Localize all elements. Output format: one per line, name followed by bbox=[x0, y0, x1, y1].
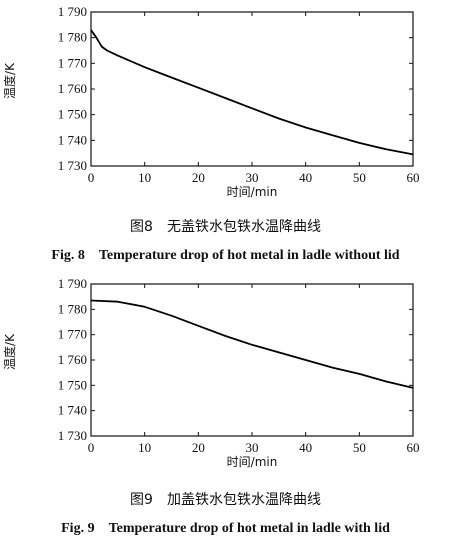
temperature-series-line-0 bbox=[90, 29, 414, 156]
x-tick-label: 30 bbox=[246, 170, 259, 185]
x-axis-label: 时间/min bbox=[227, 185, 278, 199]
y-tick-label: 1 780 bbox=[58, 30, 87, 45]
y-tick-label: 1 740 bbox=[58, 403, 87, 418]
x-axis-label: 时间/min bbox=[227, 455, 278, 469]
figure-8-caption-en: Fig. 8 Temperature drop of hot metal in … bbox=[51, 248, 400, 263]
x-tick-label: 10 bbox=[138, 170, 151, 185]
temperature-series-line-0 bbox=[90, 299, 414, 389]
y-tick-label: 1 730 bbox=[58, 428, 87, 443]
x-tick-label: 10 bbox=[138, 440, 151, 455]
x-tick-label: 40 bbox=[299, 170, 312, 185]
y-axis-label: 温度/K bbox=[2, 333, 17, 370]
x-tick-label: 0 bbox=[88, 170, 95, 185]
x-tick-label: 0 bbox=[88, 440, 95, 455]
figure-8-caption-cn: 图8 无盖铁水包铁水温降曲线 bbox=[130, 219, 321, 235]
y-tick-label: 1 770 bbox=[58, 55, 87, 70]
y-tick-label: 1 760 bbox=[58, 352, 87, 367]
x-tick-label: 60 bbox=[407, 440, 420, 455]
y-tick-label: 1 760 bbox=[58, 81, 87, 96]
x-tick-label: 20 bbox=[192, 170, 205, 185]
y-tick-label: 1 730 bbox=[58, 158, 87, 173]
y-tick-label: 1 790 bbox=[58, 4, 87, 19]
figure-9-caption-cn: 图9 加盖铁水包铁水温降曲线 bbox=[130, 492, 321, 508]
y-tick-label: 1 790 bbox=[58, 276, 87, 291]
plot-frame bbox=[90, 11, 414, 167]
figure-8: 0 10 20 30 40 50 60 1 730 1 740 1 750 1 760 1 770 1 … bbox=[0, 0, 451, 270]
x-tick-label: 40 bbox=[299, 440, 312, 455]
y-tick-label: 1 770 bbox=[58, 327, 87, 342]
y-tick-label: 1 750 bbox=[58, 377, 87, 392]
x-tick-label: 50 bbox=[353, 170, 366, 185]
x-tick-label: 20 bbox=[192, 440, 205, 455]
figure-9: 0 10 20 30 40 50 60 1 730 1 740 1 750 1 760 1 770 1 … bbox=[0, 270, 451, 541]
plot-frame bbox=[90, 283, 414, 437]
figure-9-caption-en: Fig. 9 Temperature drop of hot metal in … bbox=[61, 521, 390, 536]
chart-9: 0 10 20 30 40 50 60 1 730 1 740 1 750 1 760 1 770 1 … bbox=[2, 276, 420, 469]
x-tick-label: 30 bbox=[246, 440, 259, 455]
y-tick-label: 1 780 bbox=[58, 301, 87, 316]
y-tick-label: 1 750 bbox=[58, 107, 87, 122]
x-tick-label: 50 bbox=[353, 440, 366, 455]
y-axis-label: 温度/K bbox=[2, 62, 17, 99]
chart-8: 0 10 20 30 40 50 60 1 730 1 740 1 750 1 760 1 770 1 … bbox=[2, 4, 420, 199]
y-tick-label: 1 740 bbox=[58, 132, 87, 147]
x-tick-label: 60 bbox=[407, 170, 420, 185]
